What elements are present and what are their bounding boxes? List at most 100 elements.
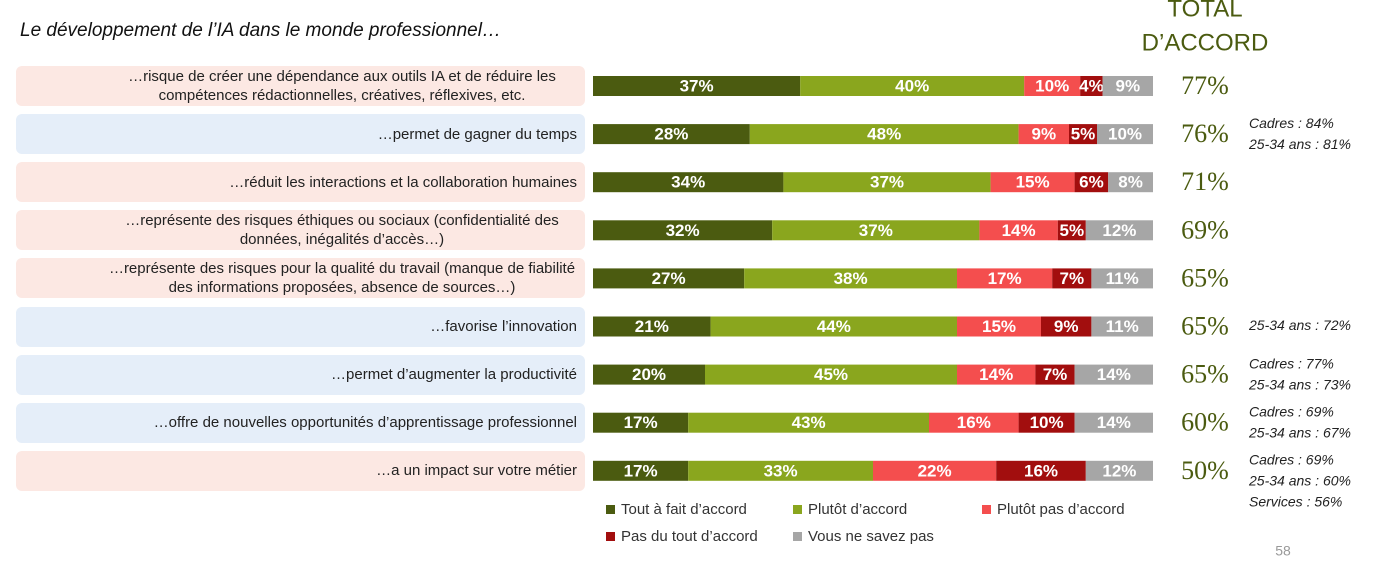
bar-value-label: 22% bbox=[918, 461, 952, 480]
category-box: …permet d’augmenter la productivité bbox=[16, 354, 585, 395]
bar-segment bbox=[1102, 76, 1153, 96]
bar-segment bbox=[1074, 172, 1109, 193]
bar-value-label: 7% bbox=[1043, 365, 1068, 384]
note: Services : 56% bbox=[1249, 494, 1342, 510]
bar-segment bbox=[593, 364, 705, 385]
bar-value-label: 12% bbox=[1102, 221, 1136, 240]
bar-value-label: 32% bbox=[666, 221, 700, 240]
bar-segment bbox=[688, 460, 873, 481]
bar-segment bbox=[1080, 76, 1103, 96]
total-label: 65% bbox=[1181, 311, 1229, 340]
bar-segment bbox=[1018, 124, 1069, 145]
total-header: D’ACCORD bbox=[1142, 29, 1269, 56]
category-box: …favorise l’innovation bbox=[16, 306, 585, 347]
bar-value-label: 11% bbox=[1106, 269, 1139, 288]
category-label: …représente des risques éthiques ou soci… bbox=[125, 212, 559, 249]
bar-segment bbox=[1057, 220, 1086, 241]
bar-value-label: 33% bbox=[764, 461, 798, 480]
bar-value-label: 9% bbox=[1116, 76, 1141, 95]
total-label: 69% bbox=[1181, 215, 1229, 244]
bar-value-label: 21% bbox=[635, 317, 669, 336]
bar-segment bbox=[744, 268, 957, 289]
category-box: …offre de nouvelles opportunités d’appre… bbox=[16, 402, 585, 443]
bar-value-label: 10% bbox=[1035, 76, 1069, 95]
note: 25-34 ans : 72% bbox=[1248, 317, 1351, 333]
bar-segment bbox=[1091, 316, 1153, 337]
bar-segment bbox=[593, 412, 689, 433]
bar-value-label: 17% bbox=[624, 461, 658, 480]
category-box: …a un impact sur votre métier bbox=[16, 450, 585, 491]
bar-value-label: 10% bbox=[1108, 125, 1142, 144]
bar-segment bbox=[593, 316, 711, 337]
bar-segment bbox=[1085, 460, 1153, 481]
note: 25-34 ans : 60% bbox=[1248, 473, 1351, 489]
category-label: …permet d’augmenter la productivité bbox=[331, 366, 577, 384]
note: Cadres : 69% bbox=[1249, 403, 1334, 419]
note: 25-34 ans : 81% bbox=[1248, 136, 1351, 152]
legend-swatch bbox=[982, 505, 991, 514]
legend-label: Vous ne savez pas bbox=[808, 528, 934, 545]
bar-segment bbox=[1069, 124, 1097, 145]
bar-value-label: 12% bbox=[1102, 461, 1136, 480]
bar-value-label: 40% bbox=[895, 76, 929, 95]
bar-segment bbox=[929, 412, 1019, 433]
chart-title: Le développement de l’IA dans le monde p… bbox=[20, 20, 501, 41]
bar-segment bbox=[688, 412, 929, 433]
bar-value-label: 17% bbox=[988, 269, 1022, 288]
legend-swatch bbox=[606, 532, 615, 541]
bar-segment bbox=[1091, 268, 1153, 289]
total-label: 65% bbox=[1181, 263, 1229, 292]
category-label: …favorise l’innovation bbox=[430, 318, 577, 335]
bar-value-label: 14% bbox=[979, 365, 1013, 384]
bar-segment bbox=[1108, 172, 1153, 193]
bar-value-label: 10% bbox=[1030, 413, 1064, 432]
bar-segment bbox=[990, 172, 1075, 193]
total-label: 65% bbox=[1181, 360, 1229, 389]
bar-value-label: 6% bbox=[1079, 173, 1104, 192]
category-box: …permet de gagner du temps bbox=[16, 114, 585, 155]
bar-segment bbox=[1052, 268, 1092, 289]
bar-segment bbox=[783, 172, 991, 193]
bar-segment bbox=[593, 220, 773, 241]
bar-value-label: 5% bbox=[1060, 221, 1085, 240]
note: 25-34 ans : 67% bbox=[1248, 424, 1351, 440]
legend-swatch bbox=[606, 505, 615, 514]
total-header: TOTAL bbox=[1167, 0, 1242, 22]
bar-segment bbox=[1097, 124, 1153, 145]
bar-segment bbox=[593, 172, 784, 193]
bar-value-label: 37% bbox=[680, 76, 714, 95]
legend-label: Pas du tout d’accord bbox=[621, 528, 758, 545]
bar-segment bbox=[593, 460, 689, 481]
bar-segment bbox=[593, 76, 801, 96]
category-label: …a un impact sur votre métier bbox=[376, 462, 577, 480]
legend-label: Plutôt pas d’accord bbox=[997, 501, 1125, 518]
bar-value-label: 37% bbox=[859, 221, 893, 240]
bar-segment bbox=[957, 268, 1053, 289]
legend-label: Plutôt d’accord bbox=[808, 501, 907, 518]
bar-segment bbox=[705, 364, 957, 385]
bar-segment bbox=[593, 124, 750, 145]
bar-segment bbox=[772, 220, 980, 241]
bar-value-label: 14% bbox=[1002, 221, 1036, 240]
bar-value-label: 7% bbox=[1060, 269, 1085, 288]
bar-segment bbox=[873, 460, 997, 481]
bar-value-label: 14% bbox=[1097, 365, 1131, 384]
bar-segment bbox=[957, 364, 1036, 385]
bar-segment bbox=[710, 316, 957, 337]
bar-value-label: 9% bbox=[1054, 317, 1079, 336]
legend-label: Tout à fait d’accord bbox=[621, 501, 747, 518]
bar-value-label: 11% bbox=[1106, 317, 1139, 336]
bar-value-label: 14% bbox=[1097, 413, 1131, 432]
bar-value-label: 15% bbox=[1016, 173, 1050, 192]
bar-value-label: 16% bbox=[957, 413, 991, 432]
bar-segment bbox=[1074, 364, 1153, 385]
bar-segment bbox=[1041, 316, 1092, 337]
total-label: 71% bbox=[1181, 167, 1229, 196]
category-label: …risque de créer une dépendance aux outi… bbox=[128, 68, 556, 104]
bar-segment bbox=[996, 460, 1086, 481]
total-label: 50% bbox=[1181, 456, 1229, 485]
bar-segment bbox=[979, 220, 1058, 241]
bar-value-label: 5% bbox=[1071, 125, 1096, 144]
bar-segment bbox=[1018, 412, 1075, 433]
